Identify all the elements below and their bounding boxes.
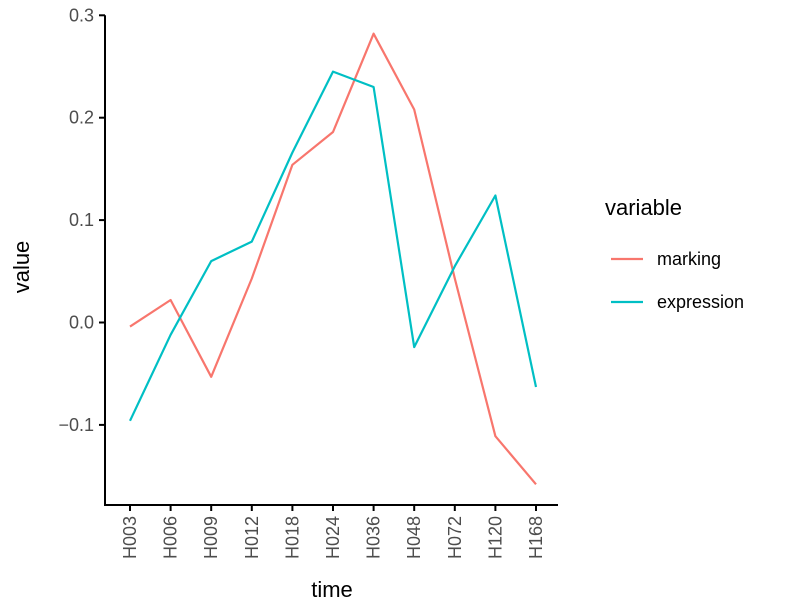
x-tick-label: H024 <box>323 516 343 559</box>
y-tick-label: 0.3 <box>69 5 94 25</box>
y-axis-ticks: −0.1 0.0 0.1 0.2 0.3 <box>58 5 105 435</box>
x-tick-label: H120 <box>485 516 505 559</box>
y-tick-label: 0.0 <box>69 313 94 333</box>
y-tick-label: −0.1 <box>58 415 94 435</box>
x-tick-label: H006 <box>161 516 181 559</box>
x-tick-label: H009 <box>201 516 221 559</box>
x-tick-label: H018 <box>282 516 302 559</box>
x-tick-label: H012 <box>242 516 262 559</box>
x-tick-label: H036 <box>364 516 384 559</box>
plot-lines <box>129 32 538 486</box>
y-tick-label: 0.1 <box>69 210 94 230</box>
x-tick-label: H048 <box>404 516 424 559</box>
x-axis-title: time <box>311 577 353 602</box>
series-line-marking <box>129 32 537 486</box>
legend-label-expression: expression <box>657 292 744 312</box>
legend-label-marking: marking <box>657 249 721 269</box>
y-tick-label: 0.2 <box>69 108 94 128</box>
x-tick-label: H003 <box>120 516 140 559</box>
x-axis-ticks: H003 H006 H009 H012 H018 H024 H036 H048 H072 H120… <box>120 505 546 559</box>
x-tick-label: H072 <box>445 516 465 559</box>
legend: variable marking expression <box>605 195 744 312</box>
x-tick-label: H168 <box>526 516 546 559</box>
y-axis-title: value <box>9 241 34 294</box>
legend-title: variable <box>605 195 682 220</box>
series-line-expression <box>129 70 538 422</box>
